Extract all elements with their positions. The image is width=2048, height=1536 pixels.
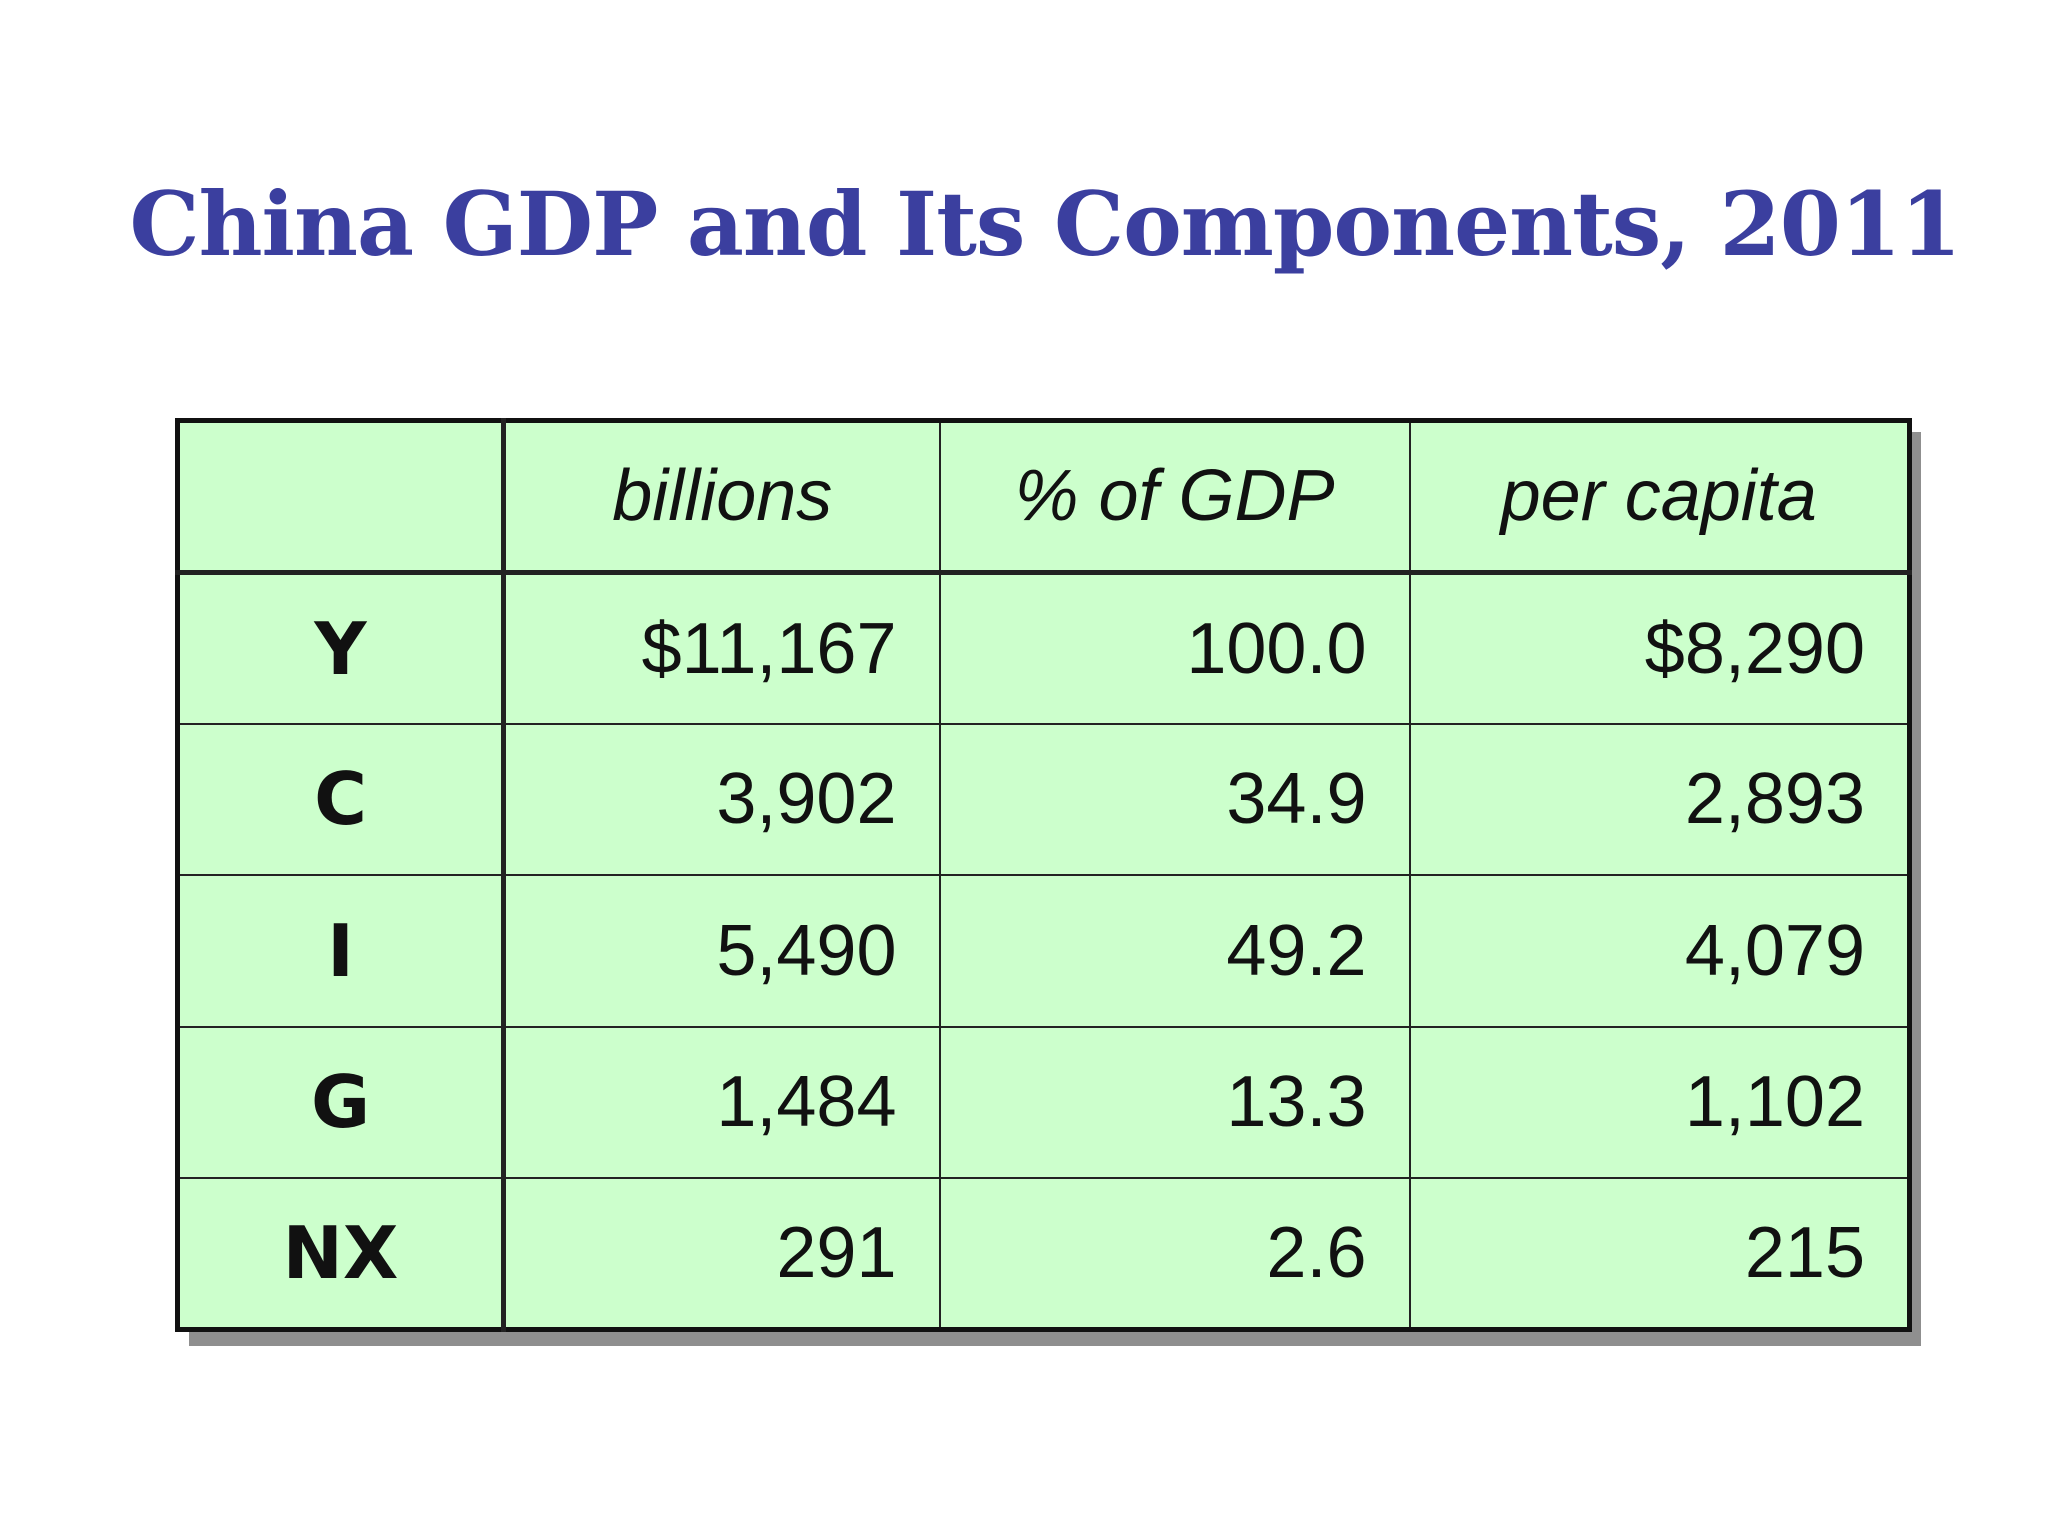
- cell-billions: $11,167: [502, 571, 941, 725]
- cell-per-capita: $8,290: [1408, 571, 1911, 725]
- cell-percent-gdp: 34.9: [938, 722, 1411, 876]
- gdp-components-table: billions % of GDP per capita Y $11,167 1…: [175, 418, 1912, 1332]
- cell-per-capita: 1,102: [1408, 1025, 1911, 1179]
- cell-percent-gdp: 13.3: [938, 1025, 1411, 1179]
- cell-billions: 1,484: [502, 1025, 941, 1179]
- cell-per-capita: 4,079: [1408, 874, 1911, 1028]
- header-corner-cell: [176, 419, 506, 575]
- row-label: Y: [176, 571, 506, 725]
- header-billions: billions: [502, 419, 941, 575]
- row-label: I: [176, 874, 506, 1028]
- cell-percent-gdp: 49.2: [938, 874, 1411, 1028]
- table-row: G 1,484 13.3 1,102: [176, 1025, 1911, 1179]
- slide-title: China GDP and Its Components, 2011: [129, 172, 1962, 276]
- cell-billions: 3,902: [502, 722, 941, 876]
- row-label: G: [176, 1025, 506, 1179]
- row-label: NX: [176, 1177, 506, 1331]
- header-percent-gdp: % of GDP: [938, 419, 1411, 575]
- header-per-capita: per capita: [1408, 419, 1911, 575]
- gdp-table-container: billions % of GDP per capita Y $11,167 1…: [175, 418, 1921, 1346]
- cell-percent-gdp: 2.6: [938, 1177, 1411, 1331]
- table-row: Y $11,167 100.0 $8,290: [176, 571, 1911, 725]
- cell-billions: 5,490: [502, 874, 941, 1028]
- cell-per-capita: 215: [1408, 1177, 1911, 1331]
- row-label: C: [176, 722, 506, 876]
- cell-billions: 291: [502, 1177, 941, 1331]
- table-header-row: billions % of GDP per capita: [176, 419, 1911, 575]
- table-row: NX 291 2.6 215: [176, 1177, 1911, 1331]
- cell-per-capita: 2,893: [1408, 722, 1911, 876]
- table-row: C 3,902 34.9 2,893: [176, 722, 1911, 876]
- cell-percent-gdp: 100.0: [938, 571, 1411, 725]
- table-row: I 5,490 49.2 4,079: [176, 874, 1911, 1028]
